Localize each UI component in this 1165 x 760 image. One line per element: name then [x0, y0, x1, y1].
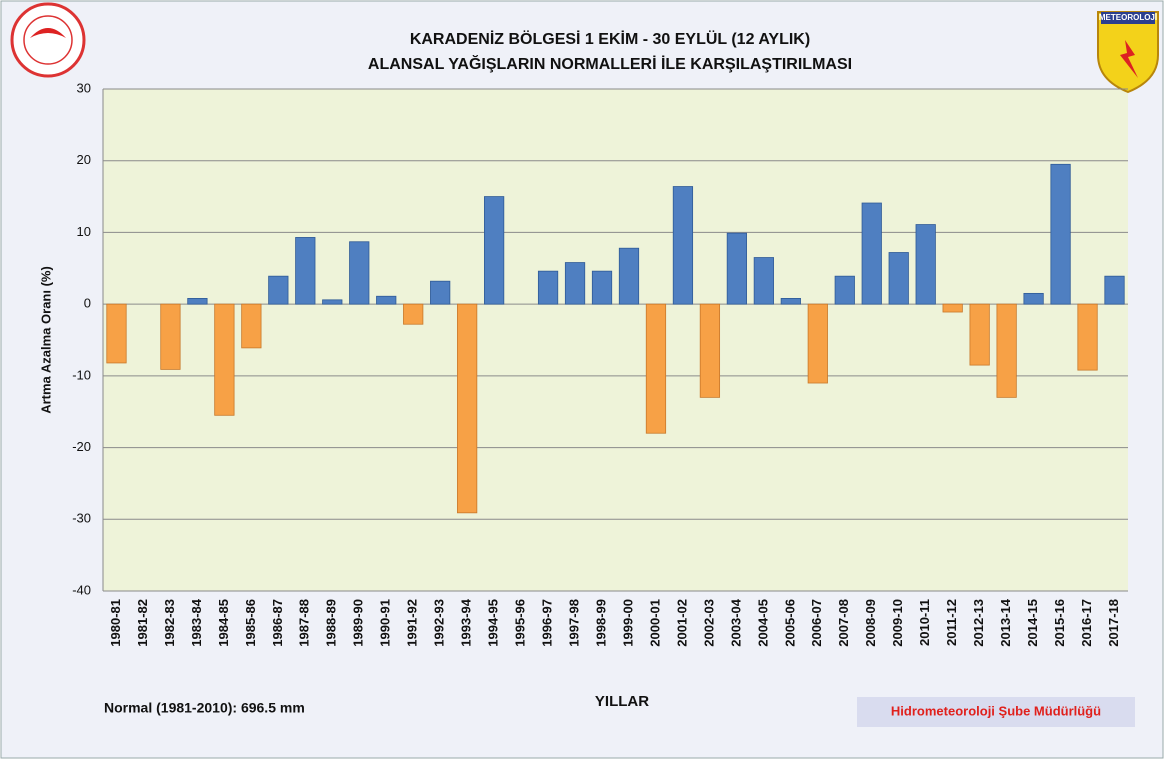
x-tick-label: 2007-08: [836, 599, 851, 647]
y-tick-label: -30: [72, 511, 91, 526]
x-tick-label: 1999-00: [620, 599, 635, 647]
bar: [862, 203, 881, 304]
x-tick-label: 2003-04: [728, 598, 743, 646]
x-tick-label: 2015-16: [1052, 599, 1067, 647]
chart-subtitle: ALANSAL YAĞIŞLARIN NORMALLERİ İLE KARŞIL…: [368, 54, 852, 73]
x-tick-label: 2013-14: [998, 598, 1013, 646]
bar: [889, 253, 908, 305]
x-tick-label: 1989-90: [351, 599, 366, 647]
y-tick-label: 20: [77, 152, 91, 167]
bar: [997, 304, 1016, 397]
chart-title: KARADENİZ BÖLGESİ 1 EKİM - 30 EYLÜL (12 …: [410, 29, 810, 48]
x-tick-label: 2001-02: [674, 599, 689, 647]
bar: [403, 304, 422, 324]
bar: [916, 225, 935, 305]
x-tick-label: 2014-15: [1025, 599, 1040, 647]
source: Hidrometeoroloji Şube Müdürlüğü: [891, 703, 1101, 718]
bar: [673, 187, 692, 305]
x-tick-label: 1980-81: [108, 599, 123, 647]
x-tick-label: 1996-97: [540, 599, 555, 647]
x-tick-label: 2005-06: [782, 599, 797, 647]
bar: [296, 237, 315, 304]
bar: [484, 197, 503, 305]
bar: [781, 298, 800, 304]
x-tick-label: 1991-92: [405, 599, 420, 647]
x-tick-label: 2010-11: [917, 599, 932, 646]
note: Normal (1981-2010): 696.5 mm: [104, 700, 305, 716]
x-tick-label: 1988-89: [324, 599, 339, 647]
x-tick-label: 1997-98: [566, 599, 581, 647]
logo-text: METEOROLOJİ: [1099, 13, 1157, 22]
x-tick-label: 1982-83: [162, 599, 177, 647]
y-tick-label: 30: [77, 80, 91, 95]
x-tick-label: 2008-09: [863, 599, 878, 647]
bar: [619, 248, 638, 304]
x-tick-label: 1981-82: [135, 599, 150, 647]
x-tick-label: 2002-03: [701, 599, 716, 647]
bar: [1105, 276, 1124, 304]
bar: [943, 304, 962, 312]
bar: [1078, 304, 1097, 370]
x-tick-label: 1990-91: [378, 599, 393, 647]
bar: [1024, 293, 1043, 304]
bar: [377, 296, 396, 304]
bar: [592, 271, 611, 304]
x-tick-label: 2000-01: [647, 599, 662, 647]
chart: METEOROLOJİ KARADENİZ BÖLGESİ 1 EKİM - 3…: [0, 0, 1165, 760]
bar: [350, 242, 369, 304]
x-tick-label: 1995-96: [513, 599, 528, 647]
bar: [188, 298, 207, 304]
bar: [970, 304, 989, 365]
bar: [565, 263, 584, 305]
bar: [727, 233, 746, 304]
y-axis-label: Artma Azalma Oranı (%): [38, 266, 53, 414]
x-tick-label: 2012-13: [971, 599, 986, 647]
bar: [835, 276, 854, 304]
y-tick-label: -20: [72, 439, 91, 454]
bar: [242, 304, 261, 348]
x-tick-label: 1993-94: [459, 598, 474, 646]
bar: [754, 258, 773, 305]
x-tick-label: 1998-99: [593, 599, 608, 647]
bar: [323, 300, 342, 304]
x-tick-label: 1984-85: [216, 599, 231, 647]
x-tick-label: 2011-12: [944, 599, 959, 646]
y-tick-label: -40: [72, 582, 91, 597]
x-tick-label: 2006-07: [809, 599, 824, 647]
bar: [700, 304, 719, 397]
bar: [1051, 164, 1070, 304]
bar: [269, 276, 288, 304]
x-tick-label: 1994-95: [486, 599, 501, 647]
x-tick-label: 2017-18: [1106, 599, 1121, 647]
x-tick-label: 2004-05: [755, 599, 770, 647]
bar: [161, 304, 180, 369]
left-logo: [12, 4, 84, 76]
bar: [457, 304, 476, 513]
bar: [107, 304, 126, 363]
x-tick-label: 1983-84: [189, 598, 204, 646]
y-tick-label: 10: [77, 224, 91, 239]
x-tick-label: 1987-88: [297, 599, 312, 647]
x-tick-label: 1985-86: [243, 599, 258, 647]
bar: [646, 304, 665, 433]
x-tick-label: 1986-87: [270, 599, 285, 647]
x-tick-label: 2016-17: [1079, 599, 1094, 647]
x-tick-label: 1992-93: [432, 599, 447, 647]
y-tick-label: -10: [72, 367, 91, 382]
bar: [430, 281, 449, 304]
bar: [538, 271, 557, 304]
bar: [215, 304, 234, 415]
y-tick-label: 0: [84, 296, 91, 311]
x-tick-label: 2009-10: [890, 599, 905, 647]
bar: [808, 304, 827, 383]
x-axis-label: YILLAR: [595, 693, 649, 710]
